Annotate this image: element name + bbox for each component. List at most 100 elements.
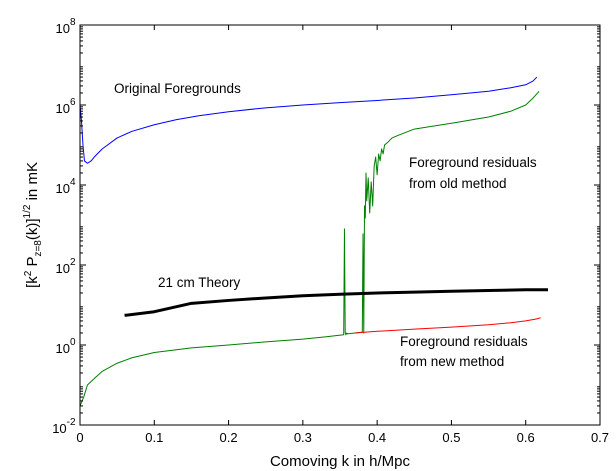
series-0-point [84,160,85,161]
series-3-point [191,303,192,304]
series-1-point [366,200,367,201]
series-1-point [371,181,372,182]
series-1-point [191,347,192,348]
series-2-point [488,324,489,325]
x-tick-label: 0.2 [220,430,238,445]
y-axis-label: [k2 Pz=8(k)]1/2 in mK [22,162,44,288]
series-1-point [525,105,526,106]
series-0-point [154,124,155,125]
series-0-point [94,156,95,157]
series-1-point [347,333,348,334]
series-1-point [369,212,370,213]
series-0-point [87,163,88,164]
series-0-point [488,91,489,92]
x-tick-label: 0.3 [294,430,312,445]
annotation-21cm-theory: 21 cm Theory [158,275,241,290]
series-3-point [228,300,229,301]
y-tick-label: 104 [56,177,76,196]
series-1-point [325,336,326,337]
series-1-point [414,129,415,130]
series-1-point [366,172,367,173]
series-1-point [344,228,345,229]
series-1-point [345,334,346,335]
series-3-point [340,294,341,295]
annotation-new-method-line2: from new method [400,354,504,369]
series-1-point [374,165,375,166]
series-0-point [377,100,378,101]
series-0-point [91,160,92,161]
series-1-point [345,332,346,333]
x-axis-label: Comoving k in h/Mpc [270,453,411,470]
series-1-point [364,205,365,206]
series-2-point [510,322,511,323]
series-1-point [380,160,381,161]
series-1-point [384,145,385,146]
series-1-point [368,177,369,178]
series-3-point [488,290,489,291]
series-2-point [536,318,537,319]
series-1-point [117,363,118,364]
series-3-point [548,289,549,290]
series-0-point [340,102,341,103]
y-tick-label: 100 [56,337,76,356]
series-0-point [510,87,511,88]
series-3-point [451,291,452,292]
series-1-point [377,174,378,175]
series-0-point [525,84,526,85]
series-0-point [265,107,266,108]
series-1-point [375,157,376,158]
series-2-point [377,331,378,332]
y-tick-label: 106 [56,97,76,116]
series-1-point [363,233,364,234]
y-tick-label: 102 [56,257,76,276]
series-3-point [525,289,526,290]
series-2-point [451,327,452,328]
series-1-point [154,352,155,353]
series-1-point [488,117,489,118]
series-3-point [302,295,303,296]
series-1-point [392,137,393,138]
series-1-point [94,377,95,378]
series-3-point [124,315,125,316]
annotation-old-method-line2: from old method [409,176,507,191]
series-2-point [354,332,355,333]
series-0-point [536,77,537,78]
series-0-point [132,131,133,132]
series-1-point [302,339,303,340]
x-tick-label: 0.5 [442,430,460,445]
annotation-new-method-line1: Foreground residuals [400,334,528,349]
series-3-point [414,292,415,293]
series-1-point [365,217,366,218]
series-0-point [228,111,229,112]
series-1-point [346,332,347,333]
series-0-point [176,119,177,120]
annotation-original-foregrounds: Original Foregrounds [114,81,241,96]
series-1-point [132,357,133,358]
series-1-point [343,334,344,335]
series-0-point [198,115,199,116]
series-2-point [414,329,415,330]
x-tick-label: 0.7 [591,430,609,445]
series-1-point [83,397,84,398]
series-3-point [377,292,378,293]
series-1-point [383,153,384,154]
series-0-point [414,97,415,98]
series-0-point [82,145,83,146]
series-1-point [265,341,266,342]
series-1-point [87,385,88,386]
series-1-point [451,123,452,124]
annotation-old-method-line1: Foreground residuals [409,155,537,170]
x-tick-label: 0.1 [145,430,163,445]
x-tick-label: 0.4 [368,430,386,445]
series-1-point [539,91,540,92]
series-1-point [388,141,389,142]
series-0-point [302,105,303,106]
series-3-point [154,311,155,312]
series-0-point [102,148,103,149]
series-2-point [525,320,526,321]
series-0-point [533,80,534,81]
series-3-point [265,297,266,298]
y-tick-label: 108 [56,17,76,36]
series-1-point [381,148,382,149]
